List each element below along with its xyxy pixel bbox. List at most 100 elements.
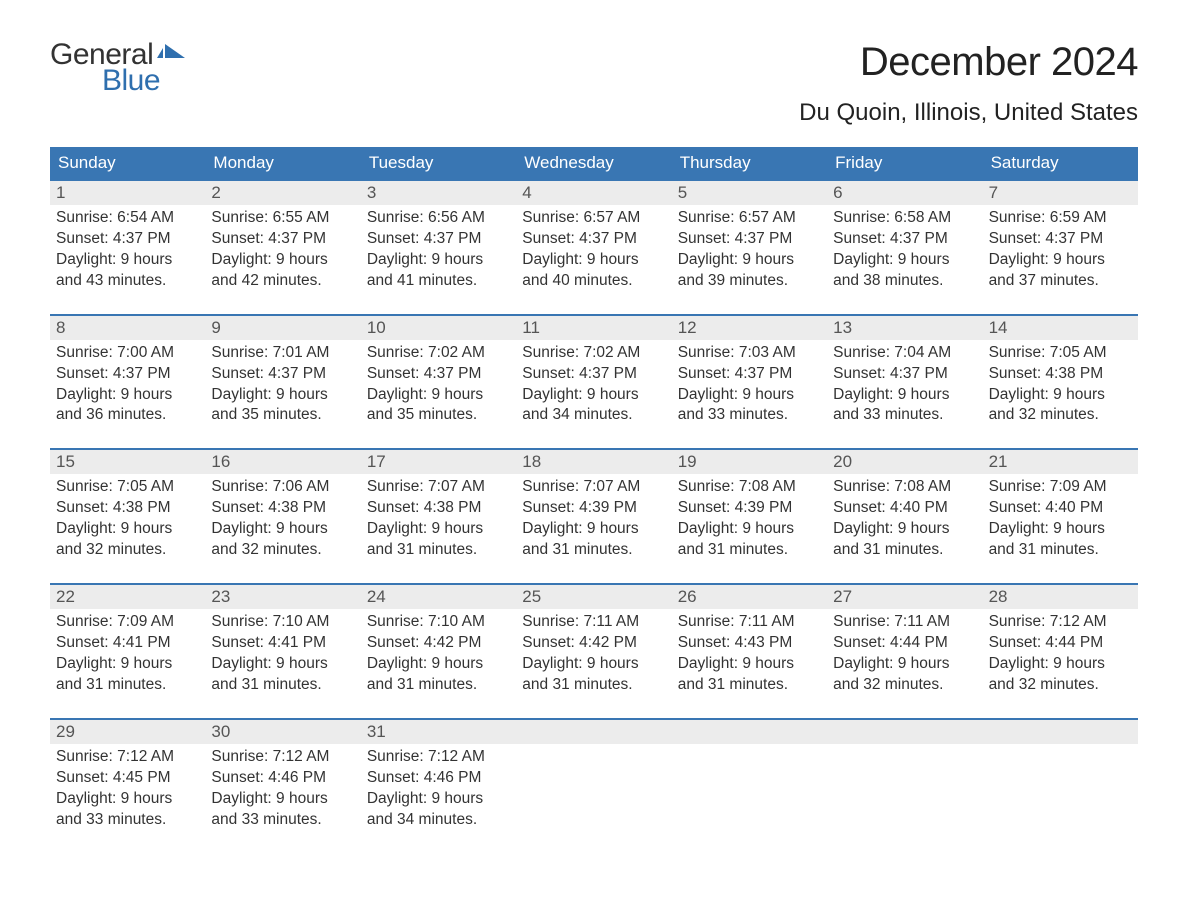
day-line: Daylight: 9 hours xyxy=(989,654,1132,675)
day-line: Sunset: 4:37 PM xyxy=(211,229,354,250)
day-cell: 17Sunrise: 7:07 AMSunset: 4:38 PMDayligh… xyxy=(361,450,516,567)
flag-icon xyxy=(157,44,185,66)
day-cell xyxy=(672,720,827,837)
day-line: Daylight: 9 hours xyxy=(522,519,665,540)
header: General Blue December 2024 Du Quoin, Ill… xyxy=(50,40,1138,127)
week-row: 22Sunrise: 7:09 AMSunset: 4:41 PMDayligh… xyxy=(50,583,1138,702)
day-line: and 31 minutes. xyxy=(367,675,510,696)
day-cell: 27Sunrise: 7:11 AMSunset: 4:44 PMDayligh… xyxy=(827,585,982,702)
day-number-empty xyxy=(983,720,1138,744)
day-line: Daylight: 9 hours xyxy=(211,385,354,406)
day-line: Daylight: 9 hours xyxy=(56,789,199,810)
day-line: Sunset: 4:38 PM xyxy=(211,498,354,519)
day-line: and 43 minutes. xyxy=(56,271,199,292)
day-line: Daylight: 9 hours xyxy=(989,250,1132,271)
day-line: Sunset: 4:38 PM xyxy=(56,498,199,519)
day-line: Sunset: 4:43 PM xyxy=(678,633,821,654)
day-line: Daylight: 9 hours xyxy=(211,654,354,675)
day-cell: 4Sunrise: 6:57 AMSunset: 4:37 PMDaylight… xyxy=(516,181,671,298)
day-line: Daylight: 9 hours xyxy=(678,519,821,540)
day-cell: 28Sunrise: 7:12 AMSunset: 4:44 PMDayligh… xyxy=(983,585,1138,702)
day-number: 22 xyxy=(50,585,205,609)
day-line: Daylight: 9 hours xyxy=(56,654,199,675)
day-cell: 18Sunrise: 7:07 AMSunset: 4:39 PMDayligh… xyxy=(516,450,671,567)
day-line: Daylight: 9 hours xyxy=(211,789,354,810)
day-line: and 41 minutes. xyxy=(367,271,510,292)
day-line: and 32 minutes. xyxy=(989,675,1132,696)
day-number: 2 xyxy=(205,181,360,205)
day-number: 7 xyxy=(983,181,1138,205)
day-cell: 16Sunrise: 7:06 AMSunset: 4:38 PMDayligh… xyxy=(205,450,360,567)
day-number: 14 xyxy=(983,316,1138,340)
day-line: and 33 minutes. xyxy=(833,405,976,426)
day-line: Sunrise: 7:06 AM xyxy=(211,477,354,498)
day-line: Sunrise: 7:08 AM xyxy=(678,477,821,498)
day-line: Daylight: 9 hours xyxy=(989,519,1132,540)
day-number: 17 xyxy=(361,450,516,474)
day-line: Sunset: 4:44 PM xyxy=(833,633,976,654)
day-cell: 6Sunrise: 6:58 AMSunset: 4:37 PMDaylight… xyxy=(827,181,982,298)
day-line: Daylight: 9 hours xyxy=(367,519,510,540)
day-line: Daylight: 9 hours xyxy=(833,519,976,540)
day-number: 24 xyxy=(361,585,516,609)
day-line: Sunset: 4:37 PM xyxy=(211,364,354,385)
month-title: December 2024 xyxy=(799,40,1138,85)
day-body: Sunrise: 7:12 AMSunset: 4:46 PMDaylight:… xyxy=(361,744,516,837)
day-line: Sunset: 4:46 PM xyxy=(367,768,510,789)
day-body: Sunrise: 7:06 AMSunset: 4:38 PMDaylight:… xyxy=(205,474,360,567)
day-line: Sunset: 4:38 PM xyxy=(989,364,1132,385)
day-line: and 31 minutes. xyxy=(367,540,510,561)
day-number: 27 xyxy=(827,585,982,609)
day-cell: 21Sunrise: 7:09 AMSunset: 4:40 PMDayligh… xyxy=(983,450,1138,567)
week-row: 15Sunrise: 7:05 AMSunset: 4:38 PMDayligh… xyxy=(50,448,1138,567)
day-line: Sunset: 4:37 PM xyxy=(367,229,510,250)
day-body: Sunrise: 6:59 AMSunset: 4:37 PMDaylight:… xyxy=(983,205,1138,298)
day-line: Sunrise: 7:00 AM xyxy=(56,343,199,364)
day-body: Sunrise: 6:57 AMSunset: 4:37 PMDaylight:… xyxy=(672,205,827,298)
day-body: Sunrise: 6:56 AMSunset: 4:37 PMDaylight:… xyxy=(361,205,516,298)
day-line: and 32 minutes. xyxy=(211,540,354,561)
day-cell xyxy=(983,720,1138,837)
day-line: Daylight: 9 hours xyxy=(367,250,510,271)
day-line: and 39 minutes. xyxy=(678,271,821,292)
day-line: and 31 minutes. xyxy=(678,675,821,696)
day-body: Sunrise: 7:12 AMSunset: 4:44 PMDaylight:… xyxy=(983,609,1138,702)
logo: General Blue xyxy=(50,40,185,96)
day-line: Sunrise: 7:11 AM xyxy=(522,612,665,633)
day-number: 1 xyxy=(50,181,205,205)
day-line: Sunrise: 7:12 AM xyxy=(56,747,199,768)
day-line: Sunrise: 7:08 AM xyxy=(833,477,976,498)
day-line: Sunrise: 7:12 AM xyxy=(367,747,510,768)
day-cell: 11Sunrise: 7:02 AMSunset: 4:37 PMDayligh… xyxy=(516,316,671,433)
day-cell xyxy=(516,720,671,837)
week-row: 8Sunrise: 7:00 AMSunset: 4:37 PMDaylight… xyxy=(50,314,1138,433)
day-line: and 34 minutes. xyxy=(522,405,665,426)
day-line: Sunset: 4:37 PM xyxy=(522,364,665,385)
day-line: Sunrise: 6:58 AM xyxy=(833,208,976,229)
day-body: Sunrise: 7:12 AMSunset: 4:46 PMDaylight:… xyxy=(205,744,360,837)
day-line: Sunrise: 7:01 AM xyxy=(211,343,354,364)
day-line: Daylight: 9 hours xyxy=(211,519,354,540)
day-body: Sunrise: 7:07 AMSunset: 4:39 PMDaylight:… xyxy=(516,474,671,567)
day-line: Sunset: 4:37 PM xyxy=(678,364,821,385)
day-number: 16 xyxy=(205,450,360,474)
dow-cell: Monday xyxy=(205,147,360,179)
day-line: and 33 minutes. xyxy=(678,405,821,426)
day-body: Sunrise: 7:11 AMSunset: 4:44 PMDaylight:… xyxy=(827,609,982,702)
day-line: Daylight: 9 hours xyxy=(833,250,976,271)
day-cell: 31Sunrise: 7:12 AMSunset: 4:46 PMDayligh… xyxy=(361,720,516,837)
day-line: and 32 minutes. xyxy=(56,540,199,561)
day-line: Sunrise: 6:59 AM xyxy=(989,208,1132,229)
day-body: Sunrise: 6:54 AMSunset: 4:37 PMDaylight:… xyxy=(50,205,205,298)
day-body: Sunrise: 7:03 AMSunset: 4:37 PMDaylight:… xyxy=(672,340,827,433)
day-cell: 15Sunrise: 7:05 AMSunset: 4:38 PMDayligh… xyxy=(50,450,205,567)
day-line: Daylight: 9 hours xyxy=(367,789,510,810)
day-line: Daylight: 9 hours xyxy=(833,654,976,675)
day-line: Sunset: 4:42 PM xyxy=(367,633,510,654)
day-number: 12 xyxy=(672,316,827,340)
day-number: 13 xyxy=(827,316,982,340)
dow-cell: Wednesday xyxy=(516,147,671,179)
day-line: and 31 minutes. xyxy=(211,675,354,696)
dow-cell: Friday xyxy=(827,147,982,179)
day-line: and 31 minutes. xyxy=(522,675,665,696)
